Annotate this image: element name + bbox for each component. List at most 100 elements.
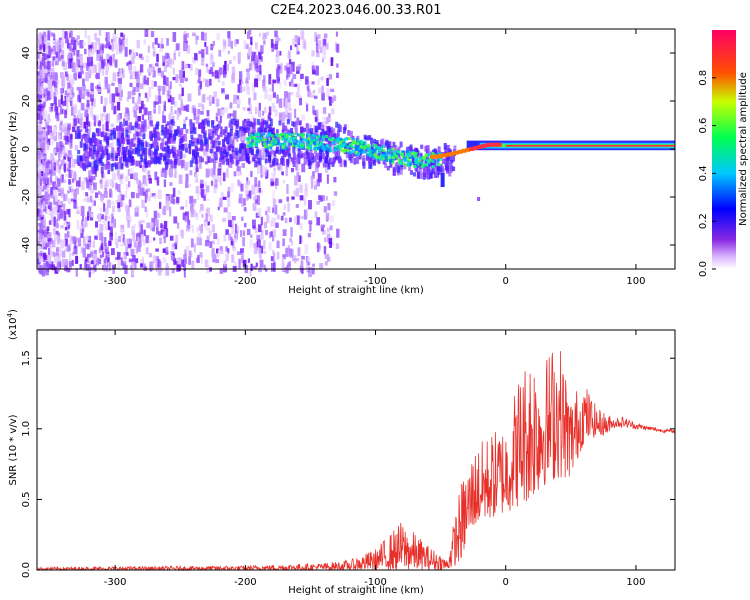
ridge-halo-cell xyxy=(385,141,389,146)
noise-cell xyxy=(333,192,338,196)
noise-cell xyxy=(127,216,132,223)
noise-cell xyxy=(182,71,185,78)
noise-cell xyxy=(125,134,129,140)
ridge-core-cell xyxy=(383,151,387,155)
noise-cell xyxy=(288,107,292,111)
noise-cell xyxy=(60,54,64,60)
noise-cell xyxy=(296,172,300,177)
noise-cell xyxy=(74,159,78,165)
noise-cell xyxy=(45,262,50,272)
noise-cell xyxy=(131,90,136,96)
ridge-halo-cell xyxy=(257,134,261,140)
ridge-halo-cell xyxy=(330,126,334,132)
noise-cell xyxy=(278,37,281,41)
noise-cell xyxy=(49,48,54,52)
noise-cell xyxy=(251,51,255,62)
noise-cell xyxy=(225,253,229,261)
noise-cell xyxy=(71,126,76,133)
ridge-halo-cell xyxy=(81,162,85,170)
noise-cell xyxy=(195,116,200,125)
noise-cell xyxy=(71,158,76,168)
noise-cell xyxy=(39,246,44,254)
ridge-halo-cell xyxy=(309,131,313,140)
noise-cell xyxy=(258,102,261,111)
noise-cell xyxy=(66,231,70,238)
ridge-halo-cell xyxy=(225,152,229,158)
noise-cell xyxy=(235,233,238,243)
noise-cell xyxy=(50,130,54,140)
noise-cell xyxy=(181,259,185,267)
ridge-core-cell xyxy=(360,148,364,152)
noise-cell xyxy=(108,129,111,133)
ridge-halo-cell xyxy=(106,136,110,142)
noise-cell xyxy=(165,228,169,237)
noise-cell xyxy=(160,70,165,78)
noise-cell xyxy=(230,236,233,245)
noise-cell xyxy=(96,38,99,42)
noise-cell xyxy=(312,94,316,98)
noise-cell xyxy=(215,98,220,107)
ridge-core-cell xyxy=(395,155,399,159)
noise-cell xyxy=(88,182,92,191)
noise-cell xyxy=(44,120,48,130)
noise-cell xyxy=(294,175,298,186)
noise-cell xyxy=(172,67,175,75)
noise-cell xyxy=(272,79,277,84)
ridge-halo-cell xyxy=(403,163,407,170)
noise-cell xyxy=(252,265,257,270)
noise-cell xyxy=(239,79,242,85)
ridge-core-cell xyxy=(367,149,371,153)
noise-cell xyxy=(143,191,147,196)
ridge-halo-cell xyxy=(327,140,331,147)
noise-cell xyxy=(259,245,264,254)
noise-cell xyxy=(82,84,86,92)
noise-cell xyxy=(238,84,242,93)
noise-cell xyxy=(189,63,193,71)
noise-cell xyxy=(178,51,181,57)
ridge-core-cell xyxy=(343,144,347,148)
ridge-peak-cell xyxy=(492,142,498,147)
noise-cell xyxy=(329,241,332,248)
ridge-core-cell xyxy=(285,138,289,142)
ridge-halo-cell xyxy=(166,121,170,126)
ridge-halo-cell xyxy=(335,156,339,161)
noise-cell xyxy=(296,174,300,181)
noise-cell xyxy=(310,180,314,189)
noise-cell xyxy=(272,190,275,199)
noise-cell xyxy=(53,205,58,215)
noise-cell xyxy=(324,254,327,259)
ridge-core-cell xyxy=(327,137,331,141)
noise-cell xyxy=(159,130,163,136)
ridge-halo-cell xyxy=(210,137,214,145)
noise-cell xyxy=(157,212,160,218)
ridge-core-cell xyxy=(408,160,412,164)
ridge-halo-cell xyxy=(116,138,120,147)
ridge-halo-cell xyxy=(319,135,323,141)
noise-cell xyxy=(227,31,231,39)
noise-cell xyxy=(48,79,53,90)
noise-cell xyxy=(216,32,220,40)
ridge-core-cell xyxy=(313,145,317,149)
y-tick-label: 0 xyxy=(21,146,32,152)
noise-cell xyxy=(231,150,236,160)
ridge-halo-cell xyxy=(441,158,445,165)
noise-cell xyxy=(246,228,251,236)
noise-cell xyxy=(160,225,164,232)
noise-cell xyxy=(300,126,304,134)
ridge-core-cell xyxy=(314,138,318,142)
ridge-halo-cell xyxy=(318,122,322,130)
ridge-core-cell xyxy=(254,133,258,137)
noise-cell xyxy=(254,42,258,49)
ridge-halo-cell xyxy=(96,145,100,151)
ridge-core-cell xyxy=(307,137,311,141)
ridge-halo-cell xyxy=(334,151,338,159)
noise-cell xyxy=(151,218,156,223)
noise-cell xyxy=(109,216,112,227)
noise-cell xyxy=(100,52,103,57)
noise-cell xyxy=(317,77,320,85)
noise-cell xyxy=(282,238,285,247)
ridge-halo-cell xyxy=(427,149,431,154)
noise-cell xyxy=(268,78,272,85)
noise-cell xyxy=(37,35,41,40)
noise-cell xyxy=(257,195,260,205)
